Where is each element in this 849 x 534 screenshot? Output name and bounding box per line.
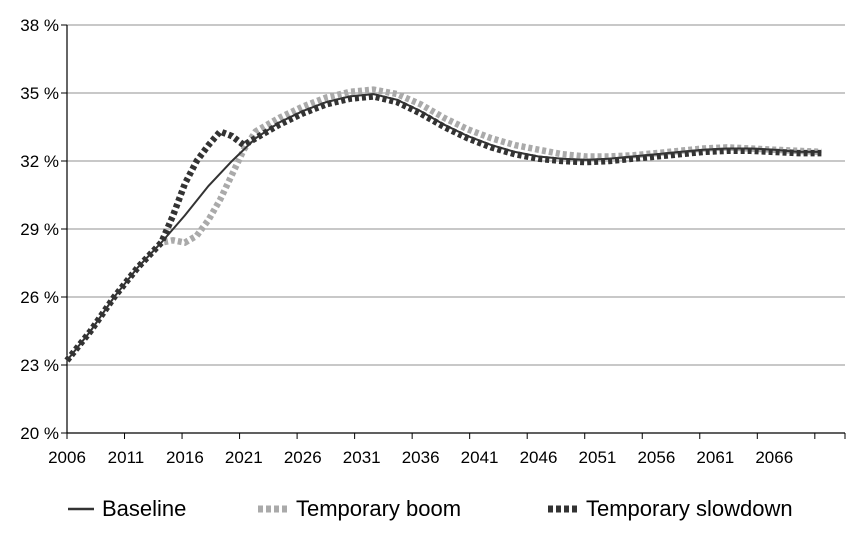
x-tick-label: 2006 — [48, 448, 86, 467]
x-tick-label: 2011 — [108, 448, 145, 467]
legend: Baseline Temporary boom Temporary slowdo… — [0, 496, 849, 530]
x-tick-label: 2026 — [284, 448, 322, 467]
series-lines — [64, 86, 822, 363]
x-tick-label: 2051 — [579, 448, 617, 467]
x-tick-label: 2061 — [696, 448, 734, 467]
legend-label-temporary-slowdown: Temporary slowdown — [586, 496, 793, 521]
x-tick-label: 2031 — [343, 448, 381, 467]
x-tick-label: 2046 — [520, 448, 558, 467]
x-tick-label: 2056 — [637, 448, 675, 467]
y-tick-label: 20 % — [20, 424, 59, 443]
line-chart: 20 % 23 % 26 % 29 % 32 % 35 % 38 % 2006 2011 201… — [20, 16, 846, 467]
legend-swatch-temporary-boom — [258, 505, 288, 513]
y-tick-label: 35 % — [20, 84, 59, 103]
legend-label-baseline: Baseline — [102, 496, 187, 521]
x-tick-label: 2021 — [225, 448, 263, 467]
x-axis: 2006 2011 2016 2021 2026 2031 2036 2041 2046 2051… — [48, 432, 846, 467]
x-tick-label: 2066 — [755, 448, 793, 467]
legend-item-baseline: Baseline — [68, 496, 186, 522]
series-line-temporary-boom — [64, 86, 822, 363]
y-tick-label: 32 % — [20, 152, 59, 171]
y-tick-label: 38 % — [20, 16, 59, 35]
y-tick-label: 26 % — [20, 288, 59, 307]
y-tick-label: 23 % — [20, 356, 59, 375]
legend-label-temporary-boom: Temporary boom — [296, 496, 462, 521]
x-tick-label: 2041 — [461, 448, 499, 467]
y-tick-label: 29 % — [20, 220, 59, 239]
series-line-baseline — [66, 93, 822, 362]
legend-swatch-temporary-slowdown — [548, 505, 578, 513]
legend-swatch-baseline — [68, 507, 94, 511]
series-line-temporary-slowdown — [64, 93, 822, 363]
legend-item-temporary-boom: Temporary boom — [258, 496, 461, 522]
y-axis: 20 % 23 % 26 % 29 % 32 % 35 % 38 % — [20, 16, 68, 443]
x-tick-label: 2016 — [166, 448, 204, 467]
x-tick-label: 2036 — [402, 448, 440, 467]
legend-item-temporary-slowdown: Temporary slowdown — [548, 496, 793, 522]
